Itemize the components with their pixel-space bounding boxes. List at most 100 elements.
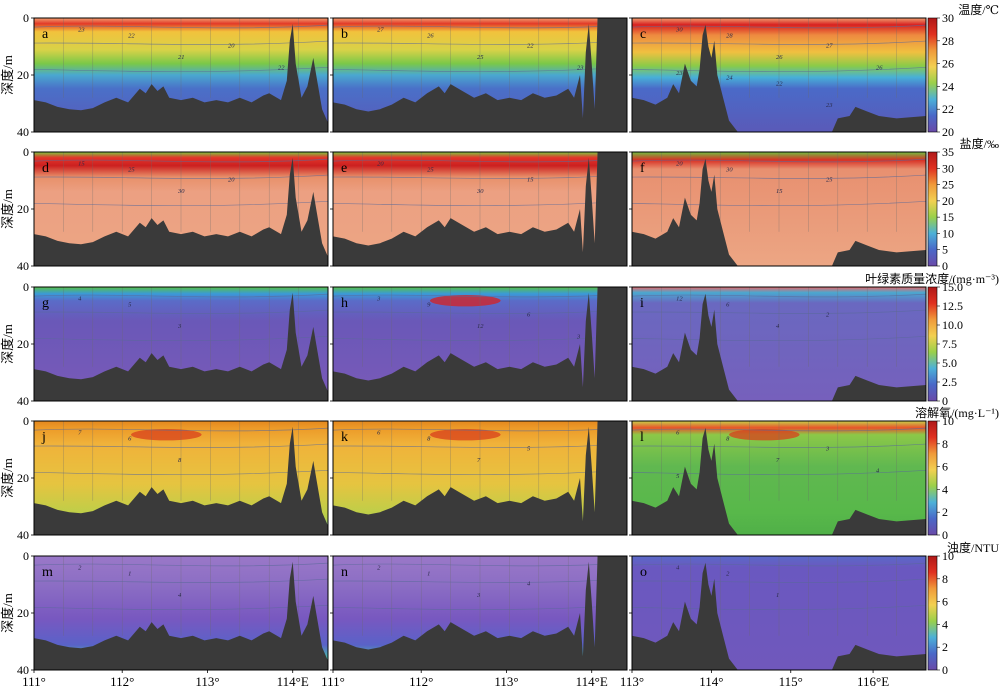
colorbar-tick-label: 28 <box>942 34 954 48</box>
colorbar-tick-label: 12.5 <box>942 299 963 313</box>
y-tick-label: 20 <box>17 606 29 620</box>
x-tick-label: 111° <box>321 674 345 689</box>
contour-line <box>631 427 927 432</box>
surface-patch <box>430 428 501 441</box>
contour-label: 30 <box>177 188 185 195</box>
contour-label: 3 <box>825 446 830 453</box>
contour-line <box>33 562 329 567</box>
colorbar <box>927 286 938 402</box>
contour-line <box>631 562 927 567</box>
colorbar-tick-label: 2 <box>942 640 948 654</box>
colorbar-tick-label: 20 <box>942 194 954 208</box>
colorbar-tick-label: 30 <box>942 11 954 25</box>
contour-label: 6 <box>676 430 680 437</box>
seafloor-terrain <box>632 158 738 266</box>
y-tick-label: 20 <box>17 68 29 82</box>
contour-line <box>332 66 628 73</box>
colorbar-tick-label: 24 <box>942 79 954 93</box>
colorbar-tick-label: 10.0 <box>942 318 963 332</box>
y-tick-label: 40 <box>17 394 29 408</box>
contour-label: 1 <box>128 570 131 577</box>
panel-label: n <box>341 565 348 580</box>
contour-label: 20 <box>676 161 683 168</box>
contour-label: 3 <box>476 592 481 599</box>
colorbar-tick-label: 15.0 <box>942 280 963 294</box>
x-tick-label: 114°E <box>576 674 608 689</box>
panel-label: f <box>640 161 645 176</box>
contour-label: 9 <box>427 301 431 308</box>
contour-label: 23 <box>826 102 833 109</box>
contour-label: 23 <box>676 70 683 77</box>
contour-label: 15 <box>78 161 85 168</box>
contour-line <box>332 174 628 179</box>
y-axis-label: 深度/m <box>0 593 15 633</box>
contour-label: 7 <box>776 457 780 464</box>
contour-label: 4 <box>876 467 880 474</box>
contour-line <box>332 604 628 611</box>
contour-line <box>631 174 927 179</box>
colorbar-tick-label: 6 <box>942 460 948 474</box>
seafloor-terrain <box>34 292 328 401</box>
y-tick-label: 0 <box>23 549 29 563</box>
panel-o: 4 2 1 o <box>631 555 927 671</box>
contour-label: 30 <box>675 27 683 34</box>
colorbar-tick-label: 10 <box>942 414 954 428</box>
surface-patch <box>430 294 501 307</box>
colorbar-tick-label: 22 <box>942 102 954 116</box>
y-tick-label: 0 <box>23 145 29 159</box>
contour-label: 8 <box>726 435 730 442</box>
colorbar-title: 盐度/‰ <box>960 136 999 151</box>
contour-line <box>631 309 927 314</box>
panel-label: d <box>42 161 49 176</box>
contour-line <box>33 309 329 314</box>
seafloor-terrain <box>333 152 627 266</box>
colorbar-tick-label: 4 <box>942 617 948 631</box>
colorbar-tick-label: 2.5 <box>942 375 957 389</box>
surface-patch <box>729 428 800 441</box>
contour-line <box>33 174 329 179</box>
contour-label: 20 <box>228 177 235 184</box>
seafloor-shelf <box>831 240 926 266</box>
contour-line <box>33 24 329 29</box>
x-tick-label: 111° <box>22 674 46 689</box>
contour-label: 6 <box>726 301 730 308</box>
contour-line <box>33 158 329 163</box>
x-tick-label: 114° <box>699 674 723 689</box>
panel-m: 2 1 4 m <box>33 555 329 671</box>
contour-label: 26 <box>776 54 783 61</box>
contour-line <box>631 24 927 29</box>
contour-line <box>33 578 329 583</box>
contour-line <box>332 40 628 45</box>
colorbar-title: 溶解氧/(mg·L⁻¹) <box>915 405 999 420</box>
contour-label: 3 <box>376 296 381 303</box>
contour-label: 6 <box>527 312 531 319</box>
contour-label: 23 <box>78 27 85 34</box>
panel-label: m <box>42 565 53 580</box>
contour-line <box>631 158 927 163</box>
contour-label: 4 <box>78 296 82 303</box>
colorbar-tick-label: 10 <box>942 549 954 563</box>
x-tick-label: 113° <box>195 674 219 689</box>
surface-patch <box>131 428 202 441</box>
panel-c: 30 28 26 27 26 23 24 22 23 c <box>631 17 927 133</box>
contour-label: 23 <box>577 64 584 71</box>
colorbar-title: 温度/℃ <box>958 2 999 17</box>
contour-line <box>33 427 329 432</box>
colorbar-tick-label: 6 <box>942 595 948 609</box>
panel-label: i <box>640 296 644 311</box>
x-tick-label: 114°E <box>277 674 309 689</box>
x-tick-label: 112° <box>110 674 134 689</box>
contour-label: 12 <box>477 323 484 330</box>
panel-f: 20 30 15 25 f <box>631 151 927 267</box>
contour-label: 22 <box>128 32 135 39</box>
panel-g: 4 5 3 g <box>33 286 329 402</box>
colorbar-title: 浊度/NTU <box>947 540 999 555</box>
contour-label: 5 <box>676 473 680 480</box>
contour-line <box>332 24 628 29</box>
contour-label: 22 <box>776 80 783 87</box>
seafloor-terrain <box>34 426 328 535</box>
contour-label: 21 <box>178 54 185 61</box>
contour-label: 25 <box>477 54 484 61</box>
